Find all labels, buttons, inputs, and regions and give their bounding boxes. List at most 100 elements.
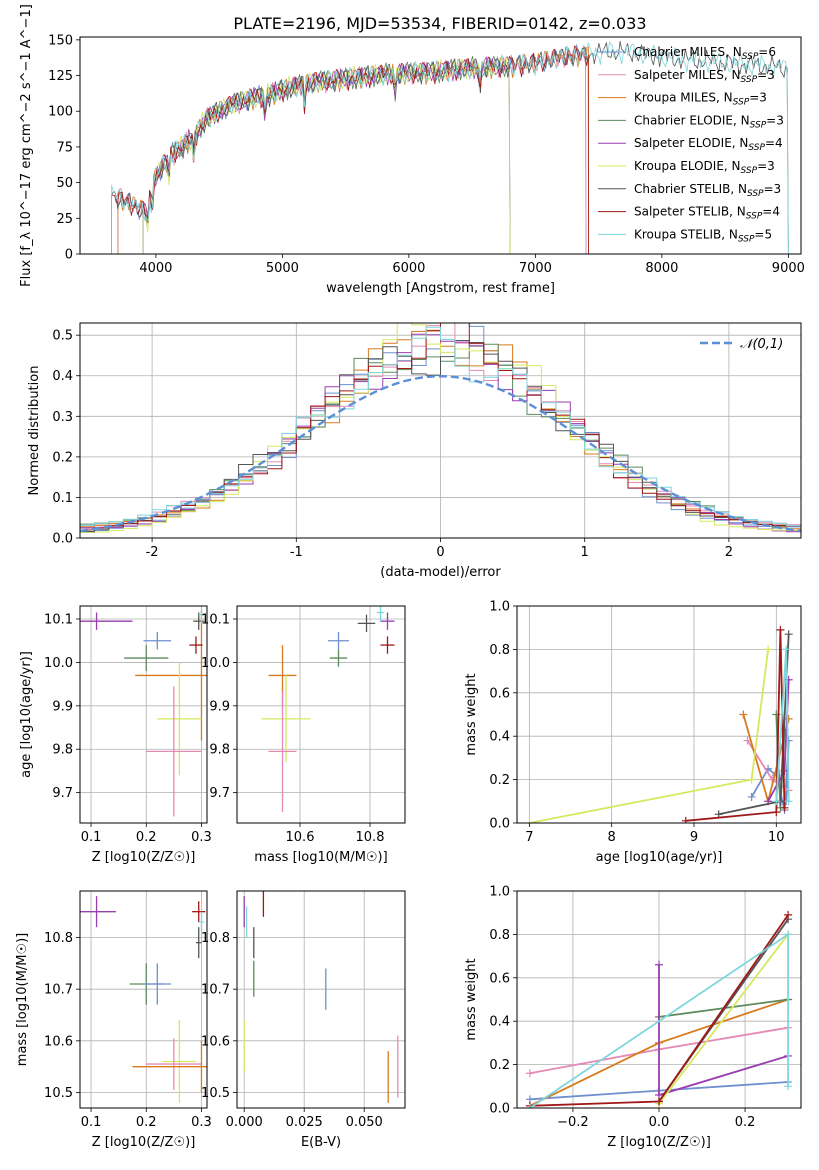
y-axis-label: Flux [f_λ 10^−17 erg cm^−2 s^−1 A^−1] (19, 4, 34, 287)
legend-entry-salpeter-elodie: Salpeter ELODIE, NSSP=4 (634, 136, 783, 153)
histogram-salpeter-stelib (80, 323, 801, 533)
legend-series-name: Salpeter STELIB, N (634, 205, 746, 219)
y-axis-label: mass weight (464, 958, 479, 1040)
legend-subscript: SSP (747, 189, 764, 199)
panel-residuals: -2 -1 0 1 2 0.0 0.1 0.2 0.3 0.4 0.5 (data-model)/er… (27, 322, 802, 580)
weight-marker-kroupa-stelib (772, 797, 781, 806)
legend-nssp: =4 (762, 205, 780, 219)
legend-series-name: Chabrier ELODIE, N (634, 113, 750, 127)
x-tick-label: −0.2 (557, 1115, 589, 1130)
x-tick-label: 0.0 (649, 1115, 670, 1130)
x-tick-label: 7 (525, 830, 533, 845)
y-tick-label: 9.9 (209, 699, 230, 714)
x-axis-label: age [log10(age/yr)] (596, 850, 723, 865)
x-tick-label: 7000 (519, 261, 552, 276)
histogram-kroupa-stelib (80, 326, 801, 529)
weight-marker-salpeter-elodie (655, 960, 663, 969)
y-tick-label: 0.0 (489, 1102, 510, 1117)
plot-area-spectrum (111, 40, 789, 254)
y-tick-label: 0.4 (52, 369, 73, 384)
x-tick-label: 0.1 (81, 830, 102, 845)
legend-entry-kroupa-elodie: Kroupa ELODIE, NSSP=3 (634, 159, 775, 176)
y-tick-label: 150 (48, 33, 73, 48)
x-axis-label: (data-model)/error (380, 565, 501, 580)
y-tick-label: 125 (48, 69, 73, 84)
y-tick-label: 1.0 (489, 600, 510, 615)
y-tick-label: 10.7 (201, 983, 230, 998)
legend-series-name: Salpeter MILES, N (634, 68, 741, 82)
y-tick-label: 0.6 (489, 971, 510, 986)
legend-entry-chabrier-stelib: Chabrier STELIB, NSSP=3 (634, 182, 781, 199)
weight-marker-kroupa-elodie (747, 775, 756, 784)
plot-area-weight_vs_age (525, 625, 793, 823)
weight-marker-chabrier-stelib (784, 630, 793, 639)
y-tick-label: 0.0 (52, 532, 73, 547)
x-tick-label: 0.050 (346, 1115, 383, 1130)
legend-subscript: SSP (733, 98, 750, 108)
legend-series-name: Salpeter ELODIE, N (634, 136, 748, 150)
legend-series-name: Kroupa STELIB, N (634, 227, 738, 241)
y-tick-label: 10.5 (201, 1086, 230, 1101)
legend-subscript: SSP (738, 234, 755, 244)
spectrum-line-kroupa-stelib (111, 41, 789, 254)
axes-frame (236, 890, 406, 1109)
plot-area-mass_vs_Z (80, 896, 207, 1103)
panel-mass_vs_Z: 0.1 0.2 0.3 10.5 10.6 10.7 10.8 Z [log10(Z/Z☉)]… (15, 890, 212, 1150)
weight-marker-salpeter-stelib (655, 1097, 663, 1106)
x-tick-label: 2 (725, 545, 733, 560)
spectrum-line-kroupa-elodie (142, 56, 511, 254)
y-tick-label: 0.6 (489, 686, 510, 701)
y-tick-label: 10.8 (201, 931, 230, 946)
legend-entry-salpeter-miles: Salpeter MILES, NSSP=3 (634, 68, 775, 85)
legend-entry-chabrier-miles: Chabrier MILES, NSSP=6 (634, 45, 776, 62)
axes-frame (79, 322, 802, 539)
y-tick-label: 0 (65, 248, 73, 263)
legend-subscript: SSP (742, 52, 759, 62)
axes-frame (516, 605, 802, 824)
y-tick-label: 100 (48, 105, 73, 120)
x-tick-label: 9 (690, 830, 698, 845)
y-tick-label: 0.2 (52, 450, 73, 465)
axes-frame (516, 890, 802, 1109)
weight-marker-kroupa-stelib (782, 645, 791, 654)
weight-marker-kroupa-stelib (784, 797, 793, 806)
legend-nssp: =3 (766, 113, 784, 127)
axes-frame (79, 605, 208, 824)
axes-frame (236, 605, 406, 824)
panel-age_vs_Z: 0.1 0.2 0.3 9.7 9.8 9.9 10.0 10.1 Z [log10(Z/Z☉)… (19, 605, 212, 865)
weight-marker-salpeter-stelib (784, 910, 793, 919)
x-axis-label: Z [log10(Z/Z☉)] (607, 1135, 711, 1150)
x-tick-label: 0.2 (735, 1115, 756, 1130)
y-tick-label: 10.7 (44, 983, 73, 998)
y-axis-label: Normed distribution (27, 366, 42, 496)
y-tick-label: 25 (56, 212, 73, 227)
x-axis-label: Z [log10(Z/Z☉)] (92, 1135, 196, 1150)
y-tick-label: 10.1 (44, 613, 73, 628)
legend-entry-salpeter-stelib: Salpeter STELIB, NSSP=4 (634, 205, 780, 222)
weight-marker-kroupa-miles (739, 710, 748, 719)
y-tick-label: 0.8 (489, 643, 510, 658)
plot-area-age_vs_Z (80, 606, 207, 817)
weight-marker-kroupa-stelib (525, 1104, 534, 1108)
y-tick-label: 9.8 (52, 743, 73, 758)
x-axis-label: mass [log10(M/M☉)] (254, 850, 387, 865)
x-tick-label: 0 (436, 545, 444, 560)
y-tick-label: 75 (56, 140, 73, 155)
weight-marker-salpeter-stelib (681, 816, 690, 823)
legend-nssp: =3 (757, 68, 775, 82)
y-tick-label: 1.0 (489, 885, 510, 900)
panel-mass_vs_EBV: 0.000 0.025 0.050 10.5 10.6 10.7 10.8 E(B-V) (201, 890, 406, 1150)
y-tick-label: 0.4 (489, 1015, 510, 1030)
legend-series-name: Chabrier MILES, N (634, 45, 742, 59)
x-tick-label: 0.3 (191, 1115, 212, 1130)
x-tick-label: 5000 (266, 261, 299, 276)
plot-area-age_vs_mass (261, 606, 395, 813)
legend-entry-kroupa-stelib: Kroupa STELIB, NSSP=5 (634, 227, 772, 244)
weight-marker-salpeter-stelib (780, 803, 789, 812)
legend-subscript: SSP (746, 212, 763, 222)
x-tick-label: 10 (768, 830, 785, 845)
y-tick-label: 10.0 (44, 656, 73, 671)
y-tick-label: 9.8 (209, 743, 230, 758)
weight-marker-kroupa-stelib (784, 1082, 793, 1091)
x-tick-label: 0.3 (191, 830, 212, 845)
